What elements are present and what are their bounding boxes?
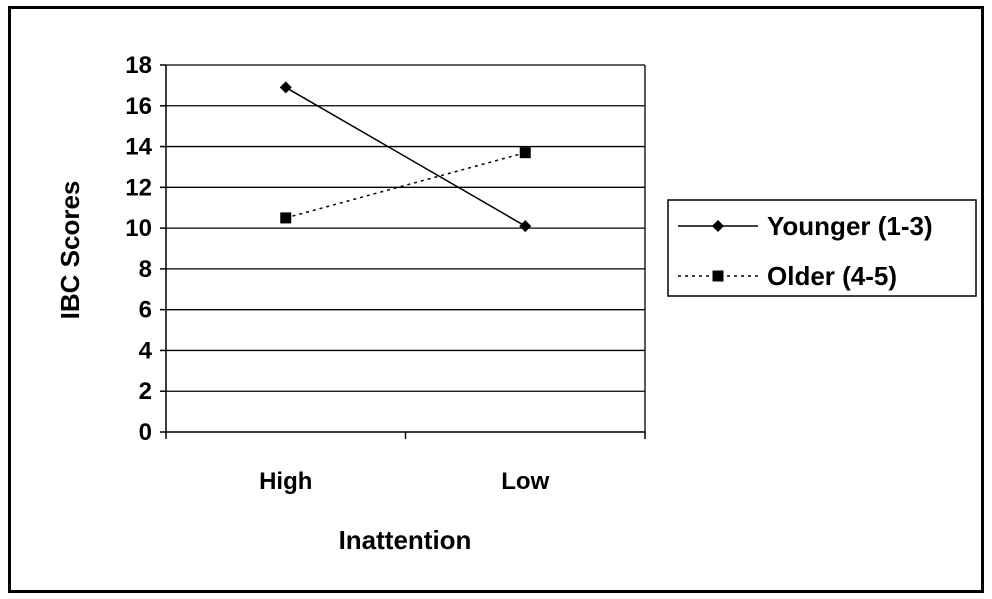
- legend-label: Younger (1-3): [767, 211, 933, 241]
- x-tick-label: High: [259, 468, 312, 495]
- y-tick-label: 8: [139, 256, 152, 283]
- y-tick-label: 18: [125, 52, 152, 79]
- data-point: [519, 147, 531, 159]
- series-1: [279, 81, 532, 233]
- series-line: [285, 151, 526, 219]
- gridlines: [166, 64, 646, 432]
- y-tick-label: 2: [139, 378, 152, 405]
- axes: [160, 64, 646, 439]
- legend-marker: [712, 220, 724, 232]
- legend: Younger (1-3) Older (4-5): [667, 199, 977, 297]
- x-axis-title: Inattention: [339, 525, 472, 555]
- y-tick-label: 16: [125, 93, 152, 120]
- y-tick-label: 4: [139, 337, 153, 364]
- y-tick-label: 12: [125, 174, 152, 201]
- x-tick-label: Low: [501, 468, 549, 495]
- y-tick-label: 10: [125, 215, 152, 242]
- data-point: [280, 212, 292, 224]
- y-tick-label: 0: [139, 419, 152, 446]
- data-point: [519, 220, 532, 233]
- series-2: [280, 147, 531, 224]
- y-axis-title: IBC Scores: [55, 181, 85, 320]
- x-tick-labels: High Low: [259, 468, 549, 495]
- data-point: [279, 81, 292, 94]
- y-tick-label: 6: [139, 297, 152, 324]
- y-tick-labels: 0 2 4 6 8 10 12 14 16 18: [125, 52, 152, 446]
- series-line: [285, 86, 526, 227]
- legend-label: Older (4-5): [767, 261, 897, 291]
- chart-frame: [8, 6, 984, 593]
- legend-marker: [712, 270, 724, 282]
- series-lines: [279, 81, 532, 233]
- y-tick-label: 14: [125, 134, 152, 161]
